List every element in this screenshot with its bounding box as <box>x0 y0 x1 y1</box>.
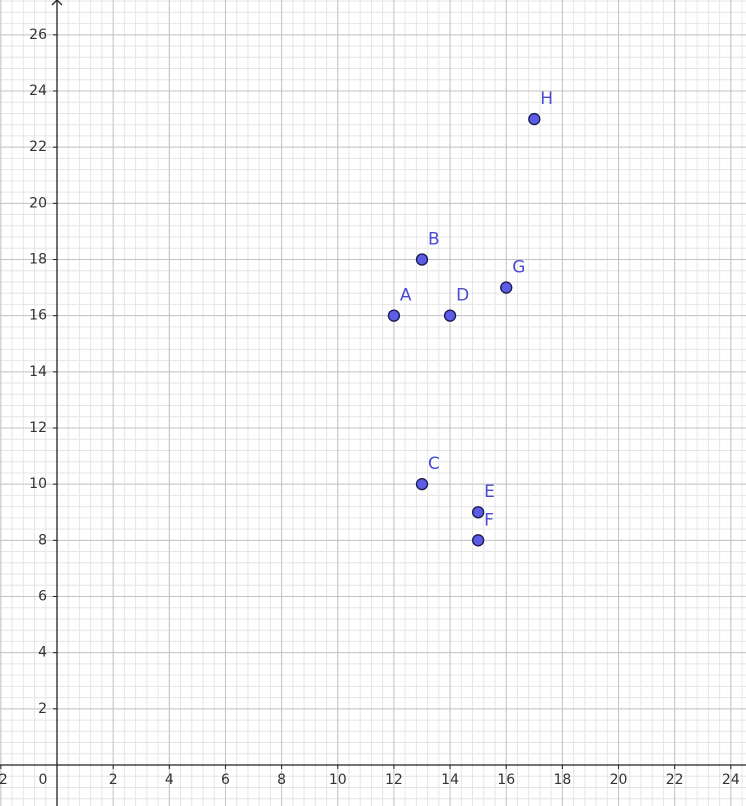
x-tick-label: 4 <box>165 772 174 788</box>
point-label: G <box>512 258 525 278</box>
x-tick-label: 24 <box>722 772 740 788</box>
point-label: C <box>428 454 440 474</box>
x-tick-label: 14 <box>441 772 459 788</box>
x-tick-label: 2 <box>109 772 118 788</box>
y-tick-label: 20 <box>29 195 47 211</box>
point <box>500 281 513 294</box>
point <box>415 253 429 266</box>
point <box>471 534 485 547</box>
point-label: H <box>540 89 553 109</box>
y-tick-label: 14 <box>29 364 47 380</box>
y-tick-label: 8 <box>38 532 47 548</box>
point-label: E <box>484 482 495 502</box>
x-tick-label: 0 <box>39 772 48 788</box>
point-label: A <box>400 286 412 306</box>
point-label: F <box>484 510 494 530</box>
x-tick-label: 16 <box>497 772 515 788</box>
point-label: D <box>456 286 469 306</box>
y-tick-label: 12 <box>29 420 47 436</box>
x-tick-label: 18 <box>553 772 571 788</box>
y-tick-label: 22 <box>29 139 47 155</box>
point <box>471 506 485 519</box>
y-tick-label: 6 <box>38 588 47 604</box>
point <box>415 478 429 491</box>
y-tick-label: 24 <box>29 83 47 99</box>
x-tick-label: 8 <box>277 772 286 788</box>
point <box>387 309 401 322</box>
x-tick-label: 6 <box>221 772 230 788</box>
x-tick-label: 22 <box>666 772 684 788</box>
point <box>443 309 457 322</box>
point-label: B <box>428 229 440 249</box>
point <box>528 112 541 126</box>
y-axis-arrow <box>51 0 63 6</box>
y-tick-label: 10 <box>29 476 47 492</box>
y-tick-label: 18 <box>29 251 47 267</box>
x-tick-label: 12 <box>385 772 403 788</box>
x-tick-label: 20 <box>610 772 628 788</box>
x-tick-label: -2 <box>0 772 8 788</box>
y-tick-label: 2 <box>38 701 47 717</box>
y-tick-label: 16 <box>29 308 47 324</box>
y-tick-label: 26 <box>29 27 47 43</box>
y-tick-label: 4 <box>38 645 47 661</box>
x-tick-label: 10 <box>329 772 347 788</box>
